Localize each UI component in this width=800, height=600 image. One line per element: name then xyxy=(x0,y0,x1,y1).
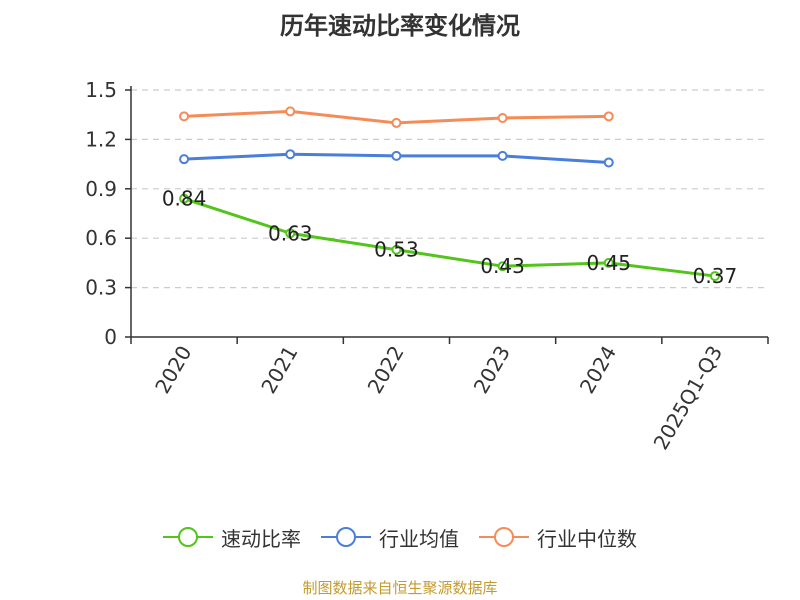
y-tick-label: 0.6 xyxy=(85,226,117,250)
y-tick-label: 0.9 xyxy=(85,177,117,201)
data-point xyxy=(285,106,296,117)
legend-label: 行业均值 xyxy=(379,526,459,551)
data-point xyxy=(497,150,508,161)
y-tick-label: 1.2 xyxy=(85,127,117,151)
data-point xyxy=(603,257,614,268)
y-tick-label: 0.3 xyxy=(85,276,117,300)
legend-item-industry-median[interactable]: 行业中位数 xyxy=(479,523,637,552)
x-tick-label: 2022 xyxy=(363,342,409,398)
data-label: 0.37 xyxy=(693,264,738,288)
legend-swatch-icon xyxy=(479,527,529,547)
x-tick-label: 2023 xyxy=(469,342,515,398)
data-point xyxy=(497,261,508,272)
data-point xyxy=(603,111,614,122)
data-point xyxy=(391,117,402,128)
data-label: 0.43 xyxy=(480,254,525,278)
data-label: 0.63 xyxy=(268,221,313,245)
legend-label: 行业中位数 xyxy=(537,526,637,551)
data-point xyxy=(179,154,190,165)
data-point xyxy=(603,157,614,168)
data-point xyxy=(285,228,296,239)
legend-item-quick-ratio[interactable]: 速动比率 xyxy=(163,523,301,552)
legend-label: 速动比率 xyxy=(221,526,301,551)
data-point xyxy=(179,193,190,204)
data-point xyxy=(285,149,296,160)
data-label: 0.45 xyxy=(586,251,631,275)
legend-swatch-icon xyxy=(321,527,371,547)
chart-title: 历年速动比率变化情况 xyxy=(280,12,520,40)
y-tick-label: 1.5 xyxy=(85,78,117,102)
data-point xyxy=(391,244,402,255)
data-point xyxy=(709,271,720,282)
data-point xyxy=(179,111,190,122)
data-label: 0.84 xyxy=(162,187,207,211)
source-note: 制图数据来自恒生聚源数据库 xyxy=(302,579,498,597)
data-label: 0.53 xyxy=(374,238,419,262)
data-point xyxy=(497,112,508,123)
x-tick-label: 2025Q1-Q3 xyxy=(649,342,728,454)
y-tick-label: 0 xyxy=(104,325,117,349)
data-point xyxy=(391,150,402,161)
series-line xyxy=(183,197,716,278)
legend-item-industry-mean[interactable]: 行业均值 xyxy=(321,523,459,552)
x-tick-label: 2024 xyxy=(575,342,621,398)
x-tick-label: 2021 xyxy=(256,342,302,398)
x-tick-label: 2020 xyxy=(150,342,196,398)
legend: 速动比率 行业均值 行业中位数 xyxy=(0,520,800,554)
legend-swatch-icon xyxy=(163,527,213,547)
